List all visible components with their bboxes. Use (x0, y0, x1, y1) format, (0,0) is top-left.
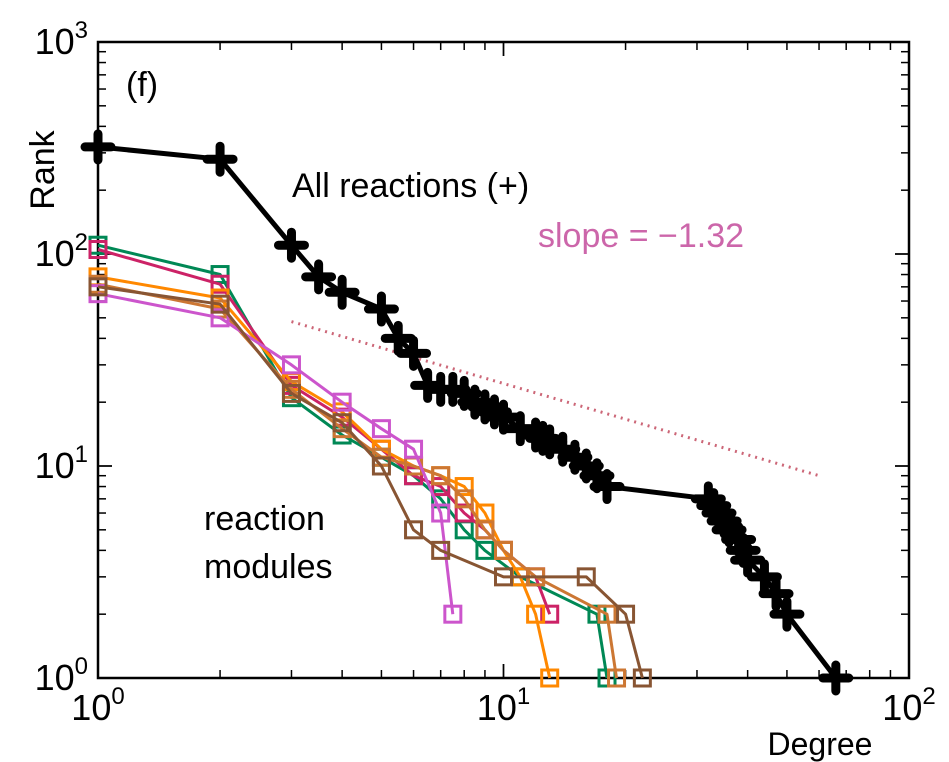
series-line (97, 285, 644, 679)
series-4 (88, 274, 627, 688)
data-point (818, 660, 854, 696)
data-point (281, 383, 301, 403)
y-axis-label: Rank (24, 129, 62, 209)
annotation-all-reactions: All reactions (+) (292, 167, 529, 205)
y-tick-label: 101 (35, 441, 88, 486)
data-point (758, 576, 794, 612)
data-point (371, 419, 391, 439)
annotation-slope: slope = −1.32 (538, 217, 744, 255)
data-point (332, 392, 352, 412)
data-point (301, 259, 337, 295)
x-axis-label: Degree (768, 726, 873, 762)
annotation-modules: modules (204, 548, 333, 586)
data-point (576, 567, 596, 587)
data-point (632, 668, 652, 688)
y-tick-label: 102 (35, 229, 88, 274)
series-6 (88, 277, 652, 688)
data-point (404, 520, 424, 540)
data-point (210, 265, 230, 285)
annotation-reaction: reaction (204, 500, 325, 538)
data-point (210, 308, 230, 328)
data-point (443, 604, 463, 624)
data-point (454, 489, 474, 509)
tick-labels: 100 101 102 100 101 102 103 (35, 17, 936, 728)
data-point (431, 503, 451, 523)
data-point (396, 335, 432, 371)
data-point (526, 604, 546, 624)
series-5 (88, 284, 463, 624)
data-point (404, 466, 424, 486)
slope-reference-line (291, 320, 820, 478)
series-0 (80, 129, 854, 696)
axis-ticks (97, 41, 910, 679)
data-point (281, 355, 301, 375)
data-point (607, 668, 627, 688)
y-tick-label: 100 (35, 653, 88, 698)
series-layer (80, 129, 854, 696)
series-3 (88, 267, 560, 688)
panel-label: (f) (126, 66, 158, 104)
data-point (431, 540, 451, 560)
data-point (475, 520, 495, 540)
data-point (88, 277, 108, 297)
data-point (404, 439, 424, 459)
data-point (486, 399, 521, 435)
data-point (210, 274, 230, 294)
data-point (380, 320, 416, 356)
y-tick-label: 103 (35, 17, 88, 62)
data-point (324, 274, 360, 310)
data-point (616, 604, 636, 624)
data-point (475, 540, 495, 560)
data-point (273, 227, 309, 263)
x-tick-label: 102 (882, 683, 935, 728)
data-point (730, 542, 766, 578)
data-point (202, 141, 238, 177)
data-point (431, 489, 451, 509)
data-point (589, 469, 625, 505)
x-tick-label: 100 (71, 683, 124, 728)
data-point (540, 604, 560, 624)
data-point (494, 567, 513, 587)
series-line (97, 292, 455, 615)
series-line (97, 282, 618, 679)
data-point (540, 668, 560, 688)
series-line (97, 275, 552, 679)
data-point (80, 129, 116, 165)
data-point (454, 477, 474, 497)
data-point (363, 291, 399, 327)
data-point (88, 240, 108, 260)
data-point (431, 466, 451, 486)
data-point (371, 456, 391, 476)
data-point (332, 413, 352, 433)
data-point (597, 604, 617, 624)
data-point (746, 559, 782, 595)
data-point (494, 540, 513, 560)
data-point (769, 596, 805, 632)
x-tick-label: 101 (477, 683, 530, 728)
data-point (210, 294, 230, 314)
data-point (431, 477, 451, 497)
